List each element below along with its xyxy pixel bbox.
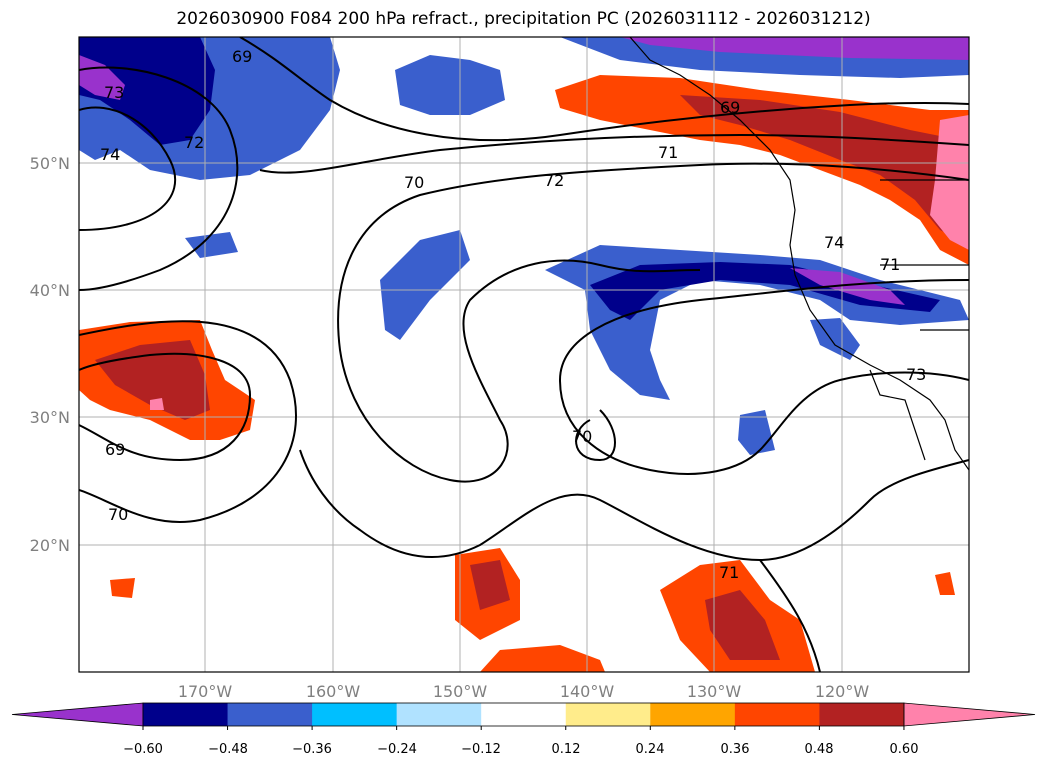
colorbar-segment: [650, 703, 736, 726]
colorbar-segment: [481, 703, 567, 726]
colorbar-tick-label: 0.36: [721, 742, 750, 757]
map-title: 2026030900 F084 200 hPa refract., precip…: [176, 9, 871, 29]
negative-anomaly-east-core: [590, 262, 940, 320]
lon-label: 130°W: [687, 682, 742, 701]
lon-label: 160°W: [306, 682, 361, 701]
colorbar-segment: [396, 703, 482, 726]
contour-73-east: [558, 279, 969, 475]
contour-71-central: [239, 37, 969, 142]
contour-72-northwest: [79, 66, 239, 291]
negative-anomaly-northwest-core: [79, 37, 215, 145]
lon-label: 120°W: [815, 682, 870, 701]
positive-anomaly-southeast-core: [705, 590, 780, 660]
colorbar: [11, 702, 1036, 730]
colorbar-segment: [819, 703, 905, 726]
contour-label: 73: [906, 365, 926, 384]
contour-label: 69: [232, 47, 252, 66]
colorbar-tick-label: 0.12: [552, 742, 581, 757]
latitude-labels: 50°N 40°N 30°N 20°N: [30, 154, 70, 555]
colorbar-segment: [734, 703, 820, 726]
map-gridlines: [79, 37, 969, 672]
contour-label: 70: [108, 505, 128, 524]
lat-label: 20°N: [30, 536, 70, 555]
colorbar-tick-labels: −0.60 −0.48 −0.36 −0.24 −0.12 0.12 0.24 …: [123, 742, 918, 757]
contour-70-south: [575, 409, 616, 462]
positive-anomaly-west-peak: [150, 398, 164, 410]
positive-anomaly-small-east: [935, 572, 955, 595]
contour-label: 72: [544, 171, 564, 190]
negative-anomaly-east-peak: [790, 268, 905, 305]
colorbar-extend-min: [11, 702, 144, 727]
colorbar-segment: [312, 703, 398, 726]
contour-70-north: [259, 133, 969, 174]
lat-label: 50°N: [30, 154, 70, 173]
longitude-labels: 170°W 160°W 150°W 140°W 130°W 120°W: [178, 682, 870, 701]
contour-label: 74: [100, 145, 120, 164]
positive-anomaly-south-center-core: [470, 560, 510, 610]
colorbar-segment: [143, 703, 229, 726]
contour-69-west: [79, 352, 252, 462]
contour-70-outer: [79, 320, 297, 523]
contour-label: 71: [719, 563, 739, 582]
negative-anomaly-small-west: [185, 232, 238, 258]
colorbar-extend-max: [903, 702, 1036, 727]
colorbar-tick-label: −0.36: [292, 742, 332, 757]
negative-anomaly-top-strip-purple: [620, 37, 969, 60]
negative-anomaly-northwest-peak: [79, 55, 125, 100]
lat-label: 30°N: [30, 408, 70, 427]
contour-72-loop: [337, 162, 969, 483]
contour-label: 73: [104, 83, 124, 102]
contour-label: 69: [105, 440, 125, 459]
contour-label: 72: [184, 133, 204, 152]
colorbar-tick-label: 0.24: [636, 742, 665, 757]
coastlines: [629, 37, 969, 471]
colorbar-tick-label: −0.12: [461, 742, 501, 757]
negative-anomaly-north-center: [395, 55, 505, 115]
contour-74-northwest: [79, 106, 177, 231]
positive-anomaly-south-bottom: [480, 645, 605, 672]
refractivity-contours: [79, 37, 969, 672]
colorbar-tick-label: 0.48: [805, 742, 834, 757]
colorbar-tick-label: 0.60: [890, 742, 919, 757]
contour-label: 71: [658, 143, 678, 162]
negative-anomaly-central: [380, 230, 470, 340]
map-frame: [78, 36, 970, 673]
positive-anomaly-small-west: [110, 578, 135, 598]
colorbar-segment: [565, 703, 651, 726]
contour-label: 69: [720, 98, 740, 117]
contour-label: 71: [880, 255, 900, 274]
lon-label: 140°W: [560, 682, 615, 701]
contour-labels: 69 70 71 72 73 74 69 70 71 72 73 74 70 7…: [100, 47, 926, 582]
colorbar-segment: [227, 703, 313, 726]
contour-label: 70: [404, 173, 424, 192]
positive-anomaly-west-core: [95, 340, 210, 420]
colorbar-outline: [142, 702, 905, 727]
contour-label: 70: [572, 427, 592, 446]
lon-label: 150°W: [433, 682, 488, 701]
contour-72-southeast: [759, 559, 821, 672]
lon-label: 170°W: [178, 682, 233, 701]
colorbar-tick-label: −0.60: [123, 742, 163, 757]
contour-label: 74: [824, 233, 844, 252]
colorbar-tick-label: −0.48: [208, 742, 248, 757]
lat-label: 40°N: [30, 281, 70, 300]
contour-71-south: [299, 449, 969, 562]
colorbar-tick-label: −0.24: [377, 742, 417, 757]
positive-anomaly-northeast-core: [680, 95, 969, 245]
positive-anomaly-northeast-peak: [930, 115, 969, 250]
